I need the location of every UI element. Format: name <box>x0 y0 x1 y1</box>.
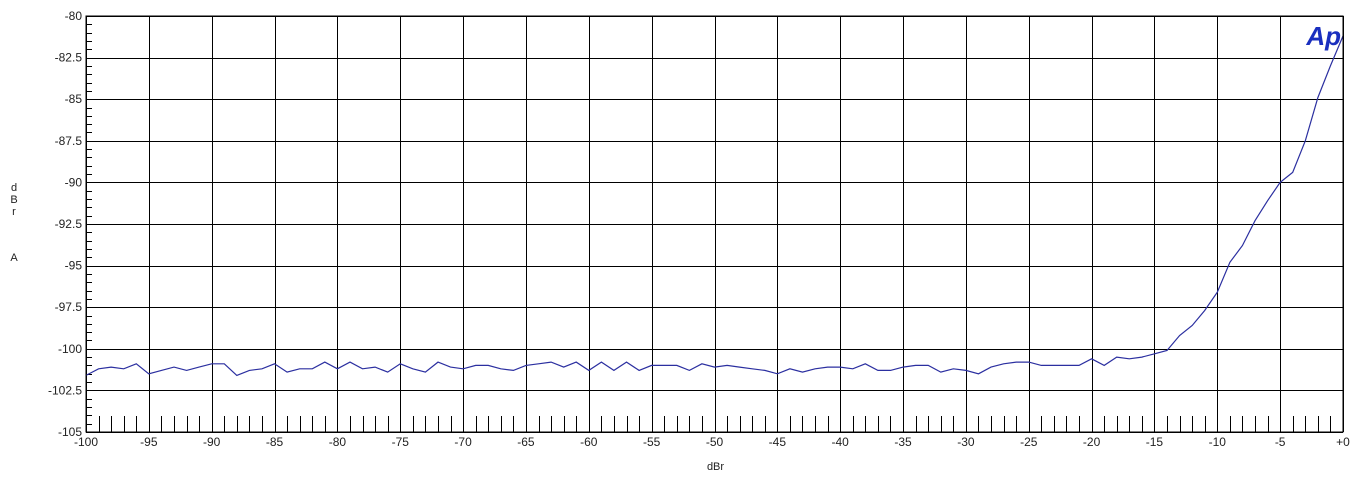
y-tick-label: -95 <box>65 259 83 273</box>
x-tick-label: -55 <box>643 435 661 449</box>
y-tick-label: -92.5 <box>55 217 83 231</box>
minor-ticks <box>86 24 1331 432</box>
y-axis-title-line: A <box>10 252 18 264</box>
x-tick-label: -10 <box>1209 435 1227 449</box>
y-tick-label: -80 <box>65 9 83 23</box>
x-tick-label: -20 <box>1083 435 1101 449</box>
y-tick-label: -87.5 <box>55 134 83 148</box>
y-tick-label: -102.5 <box>48 383 82 397</box>
y-tick-label: -85 <box>65 92 83 106</box>
plot-frame <box>85 15 1344 433</box>
y-tick-label: -90 <box>65 175 83 189</box>
x-tick-label: -100 <box>74 435 98 449</box>
x-tick-label: -60 <box>580 435 598 449</box>
grid <box>86 16 1344 433</box>
x-tick-label: -65 <box>517 435 535 449</box>
x-tick-label: -35 <box>894 435 912 449</box>
y-tick-label: -97.5 <box>55 300 83 314</box>
x-tick-labels: -100 -95 -90 -85 -80 -75 -70 -65 -60 -55 -50 -45 -40… <box>74 435 1350 449</box>
y-tick-label: -100 <box>58 342 82 356</box>
x-tick-label: -45 <box>769 435 787 449</box>
x-tick-label: -85 <box>266 435 284 449</box>
x-tick-label: -30 <box>957 435 975 449</box>
y-tick-labels: -80 -82.5 -85 -87.5 -90 -92.5 -95 -97.5 -100 -102… <box>48 9 82 439</box>
series-layer <box>85 35 1344 377</box>
x-tick-label: -90 <box>203 435 221 449</box>
x-axis-title: dBr <box>707 461 724 473</box>
x-tick-label: -40 <box>832 435 850 449</box>
x-tick-label: -70 <box>454 435 472 449</box>
y-axis-title-line: d <box>10 182 18 194</box>
x-tick-label: -95 <box>140 435 158 449</box>
x-tick-label: -50 <box>706 435 724 449</box>
x-tick-label: -80 <box>329 435 347 449</box>
y-tick-label: -105 <box>58 425 82 439</box>
x-tick-label: -25 <box>1020 435 1038 449</box>
x-tick-label: -5 <box>1275 435 1286 449</box>
x-tick-label: -15 <box>1146 435 1164 449</box>
y-axis-title-line: B <box>10 194 18 206</box>
x-tick-label: -75 <box>392 435 410 449</box>
ap-logo: Ap <box>1305 21 1341 51</box>
x-tick-label: +0 <box>1336 435 1350 449</box>
series-line <box>85 35 1344 377</box>
y-axis-title-line: r <box>12 206 16 218</box>
y-tick-label: -82.5 <box>55 51 83 65</box>
